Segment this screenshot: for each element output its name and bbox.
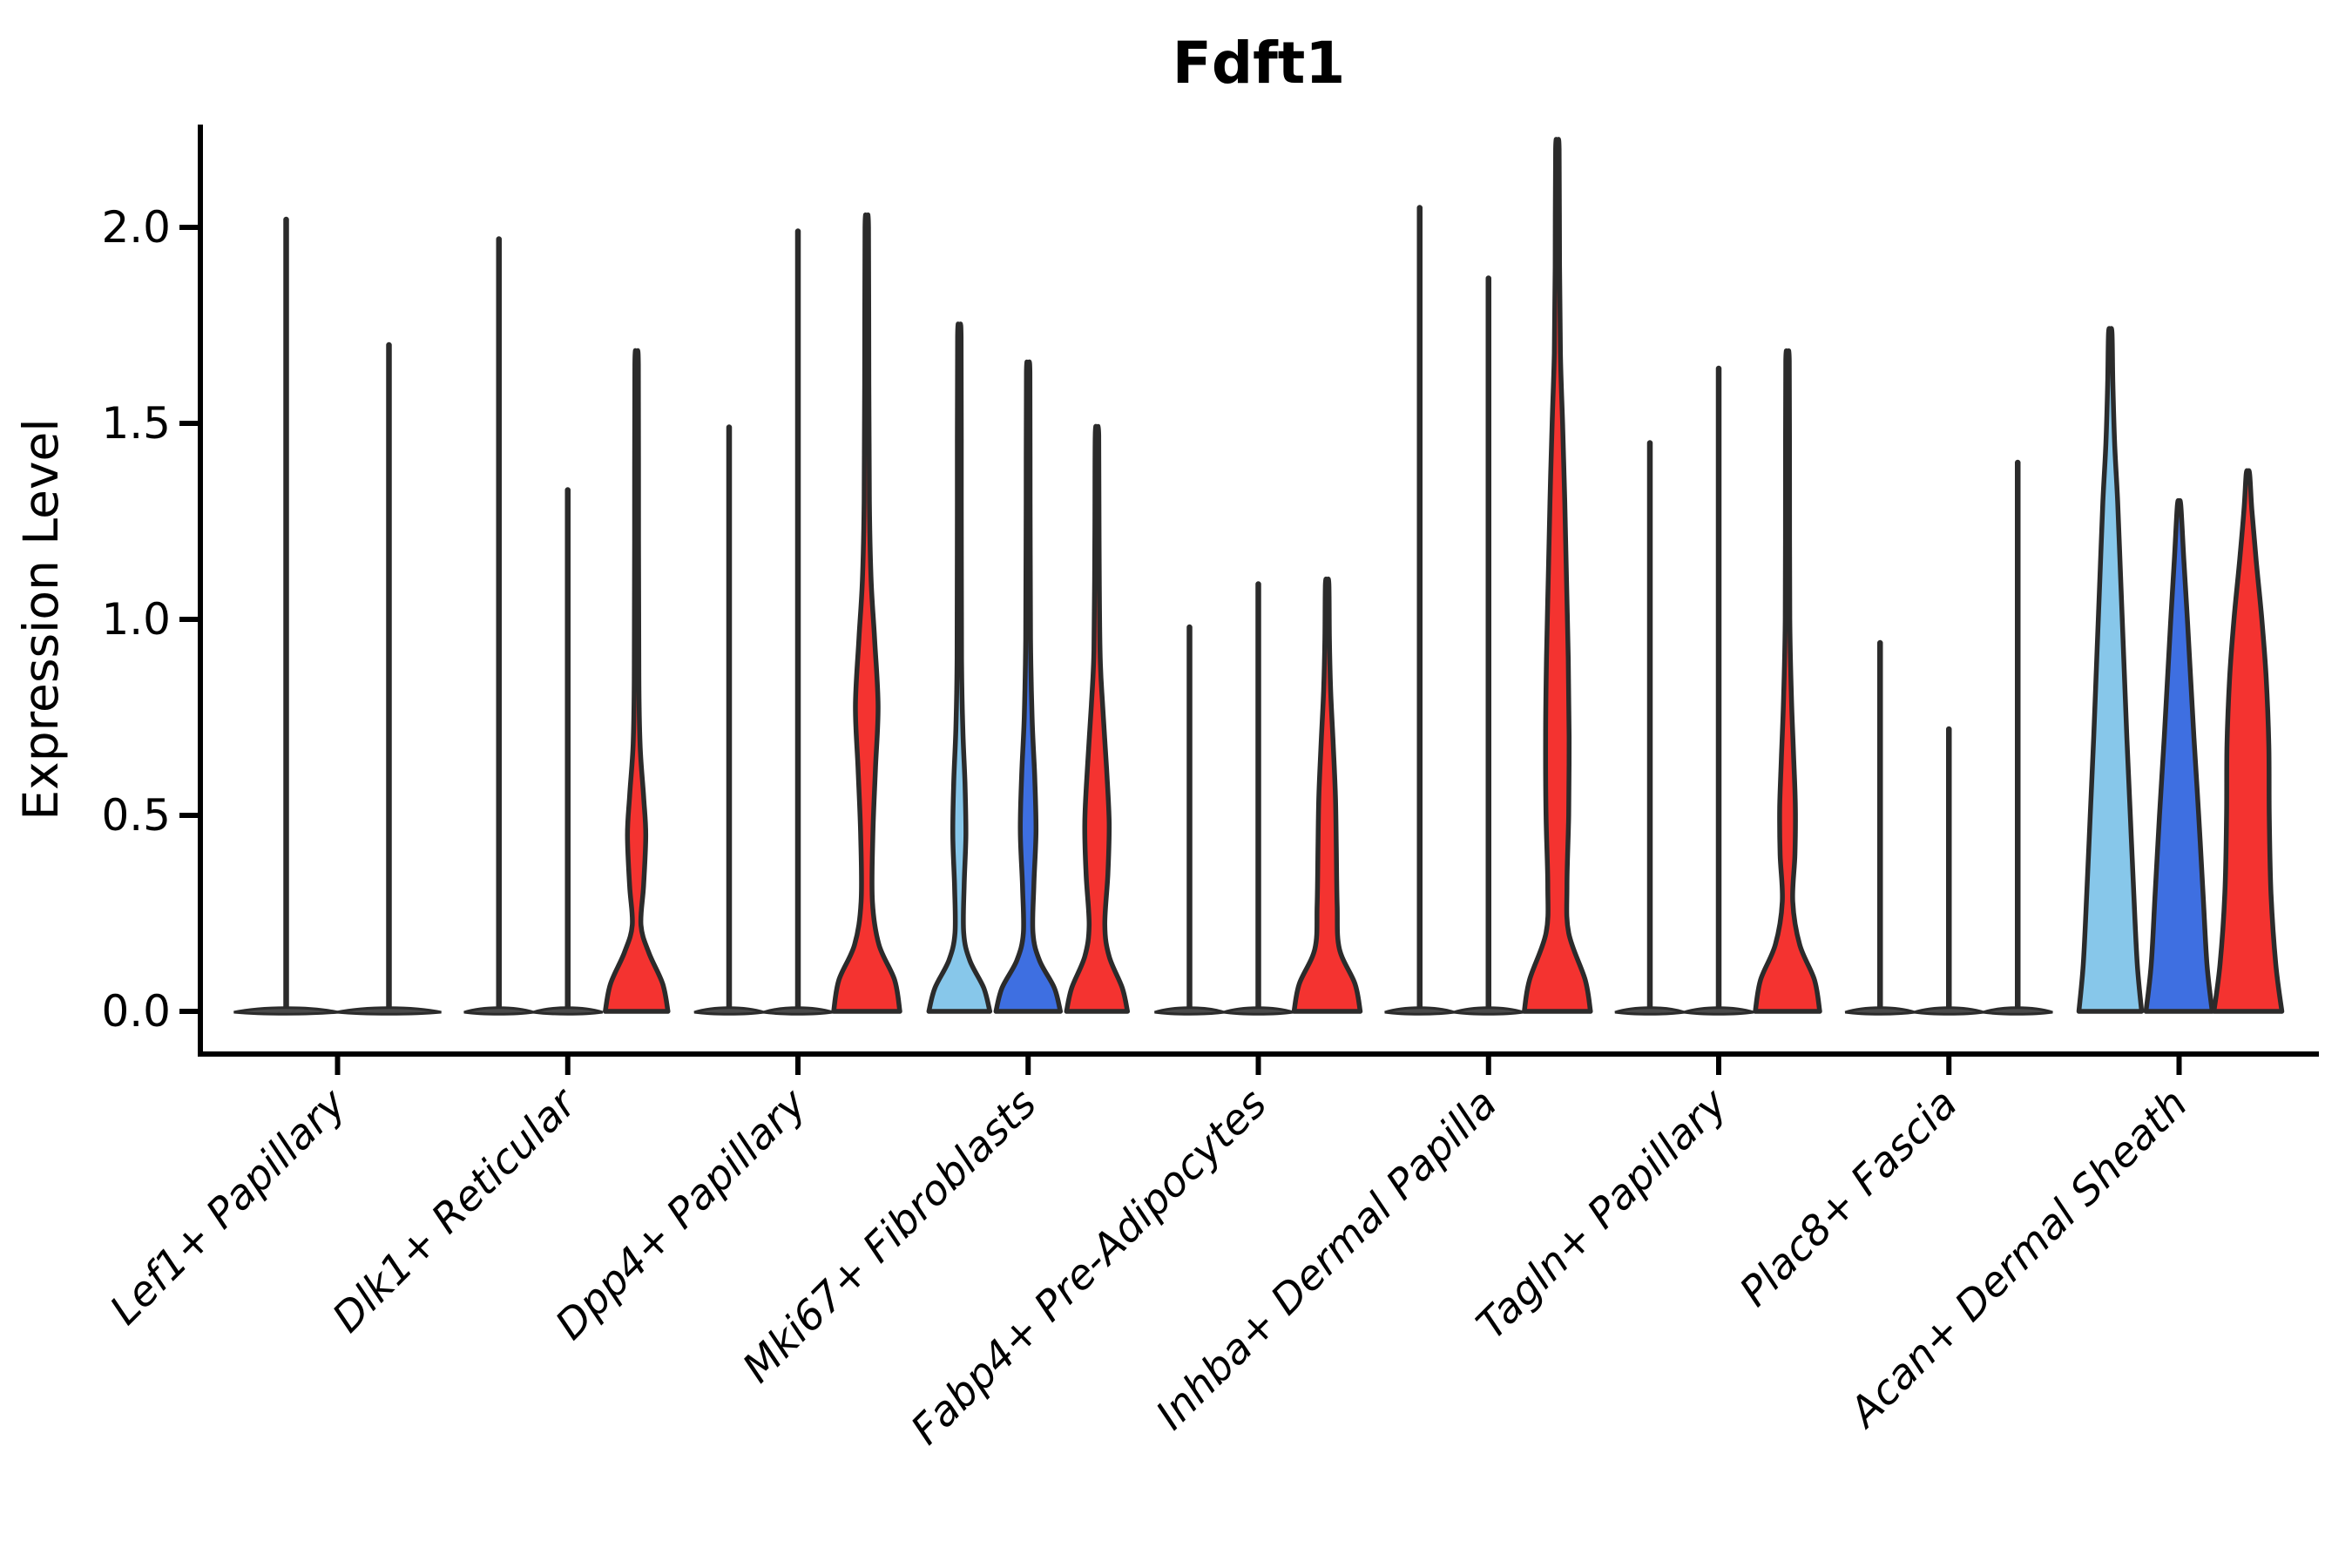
violin-foot	[1453, 1006, 1524, 1016]
violin-body	[2076, 326, 2145, 1014]
x-tick-label: Lef1+ Papillary	[101, 1079, 356, 1335]
violin-foot	[1683, 1006, 1754, 1016]
violin-foot	[1913, 1006, 1984, 1016]
violin-foot	[1982, 1006, 2053, 1016]
violin-body	[2211, 468, 2285, 1014]
violin-body	[926, 321, 993, 1014]
x-axis-tick-labels: Lef1+ Papillary Dlk1+ Reticular Dpp4+ Pa…	[101, 1078, 2197, 1454]
violin-body	[993, 359, 1064, 1014]
violin-foot	[1223, 1006, 1294, 1016]
violin-foot	[336, 1006, 442, 1016]
y-axis-tick-labels: 2.0 1.5 1.0 0.5 0.0	[101, 202, 171, 1037]
x-tick-label: Dlk1+ Reticular	[323, 1078, 587, 1342]
chart-title: Fdft1	[1173, 30, 1346, 97]
violin-foot	[532, 1006, 604, 1016]
violin-group	[693, 212, 902, 1016]
violin-group	[1844, 459, 2053, 1016]
violin-body	[1753, 348, 1822, 1014]
violin-group	[233, 216, 442, 1016]
violin-group	[926, 321, 1131, 1014]
violin-group	[1384, 137, 1593, 1016]
violin-group	[1614, 348, 1822, 1016]
violin-foot	[1384, 1006, 1456, 1016]
x-tick-label: Plac8+ Fascia	[1731, 1080, 1967, 1316]
violin-body	[1291, 576, 1363, 1014]
violin-foot	[1614, 1006, 1686, 1016]
y-axis-label: Expression Level	[13, 418, 69, 820]
y-tick-label: 1.5	[101, 398, 171, 449]
y-tick-label: 1.0	[101, 594, 171, 645]
violin-foot	[1154, 1006, 1225, 1016]
x-axis-ticks	[335, 1055, 2182, 1075]
y-axis-ticks	[179, 225, 199, 1014]
violin-body	[603, 348, 671, 1014]
violin-foot	[693, 1006, 765, 1016]
violin-body	[831, 212, 902, 1014]
violin-body	[1064, 423, 1131, 1014]
violin-group	[1154, 576, 1363, 1016]
violin-group	[2076, 326, 2285, 1014]
violin-body	[1522, 137, 1593, 1014]
violins-layer	[233, 137, 2285, 1016]
violin-group	[463, 236, 671, 1016]
violin-foot	[233, 1006, 339, 1016]
violin-body	[2143, 497, 2215, 1014]
violin-foot	[463, 1006, 535, 1016]
violin-foot	[1844, 1006, 1916, 1016]
y-tick-label: 0.5	[101, 790, 171, 841]
y-tick-label: 2.0	[101, 202, 171, 253]
x-tick-label: Tagln+ Papillary	[1468, 1079, 1738, 1349]
y-tick-label: 0.0	[101, 986, 171, 1037]
violin-foot	[762, 1006, 834, 1016]
x-tick-label: Dpp4+ Papillary	[546, 1079, 816, 1349]
